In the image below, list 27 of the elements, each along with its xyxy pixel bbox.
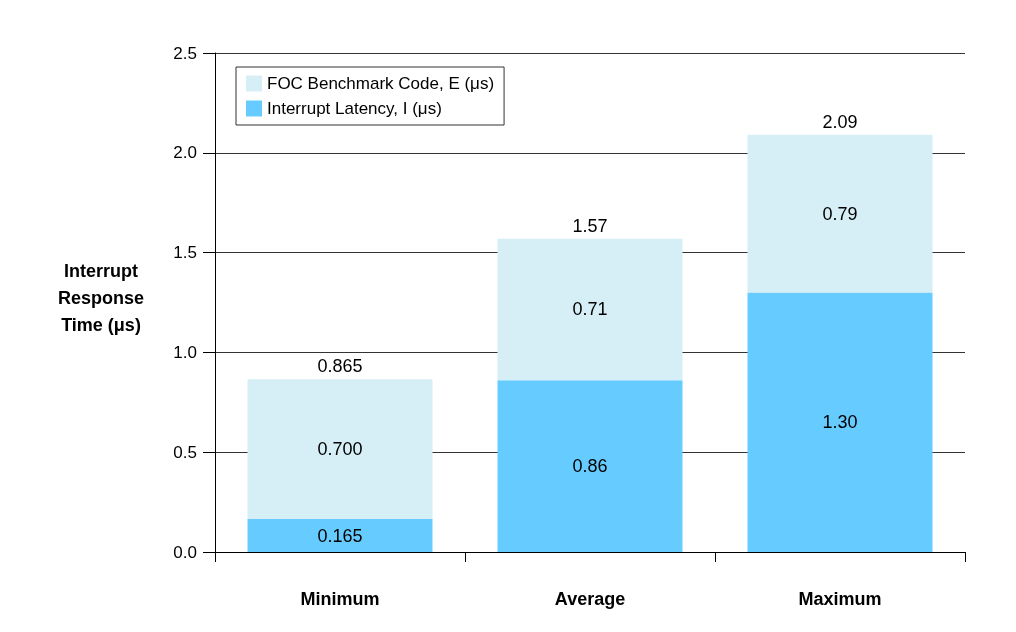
data-label: 0.71 [572,299,608,320]
data-label: 0.79 [822,203,858,224]
y-tick-label: 0.5 [173,442,197,462]
data-label: 0.700 [317,439,363,460]
legend-label: Interrupt Latency, I (μs) [267,99,442,118]
y-tick-label: 2.5 [173,43,197,63]
y-axis-title: Interrupt Response Time (μs) [58,260,145,335]
bar [247,379,433,520]
bar [497,238,683,381]
bar [247,519,433,552]
y-tick-label: 1.0 [173,342,197,362]
bar [747,292,933,552]
data-label: 0.165 [317,525,363,546]
y-tick-label: 1.5 [173,243,197,263]
data-label: 0.86 [572,456,608,477]
x-tick-label: Maximum [798,589,882,609]
bar [747,134,933,293]
data-label: 1.30 [822,412,858,433]
total-label: 0.865 [317,356,363,377]
y-tick-label: 2.0 [173,143,197,163]
y-tick-label: 0.0 [173,542,197,562]
legend-label: FOC Benchmark Code, E (μs) [267,74,495,93]
total-label: 1.57 [572,215,608,236]
total-label: 2.09 [822,111,858,132]
x-tick-label: Average [554,589,626,609]
x-tick-label: Minimum [300,589,380,609]
bar [497,380,683,552]
